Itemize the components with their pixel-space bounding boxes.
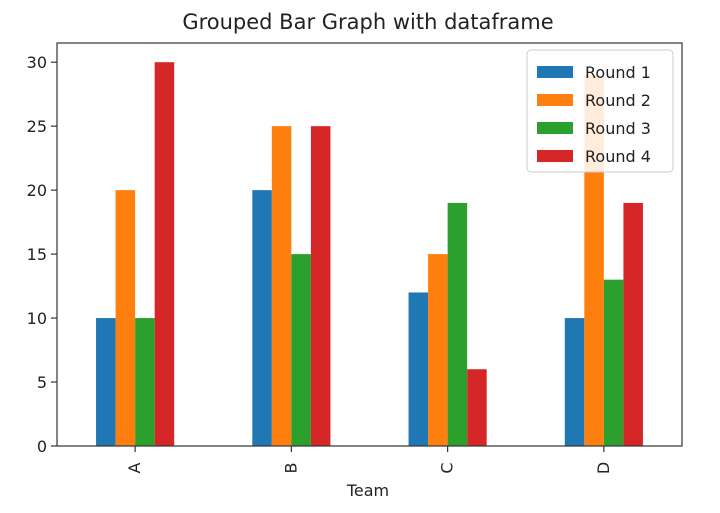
bar-round-1-d	[564, 318, 585, 446]
y-tick-label: 25	[27, 117, 47, 136]
legend-label-2: Round 2	[585, 91, 651, 110]
bar-round-1-b	[252, 190, 272, 446]
bar-round-1-a	[96, 318, 116, 446]
bar-round-4-c	[467, 369, 487, 446]
legend-label-3: Round 3	[585, 119, 651, 138]
y-tick-label: 10	[27, 309, 47, 328]
legend-swatch-2	[537, 94, 573, 106]
y-axis: 0 5 10 15 20 25 30	[27, 53, 57, 456]
bar-round-3-d	[603, 279, 624, 446]
x-tick-label-b: B	[281, 463, 300, 474]
x-axis-label: Team	[346, 481, 389, 500]
x-tick-label-c: C	[438, 462, 457, 473]
plot-frame	[56, 42, 683, 447]
legend-swatch-1	[537, 66, 573, 78]
bar-round-2-b	[271, 126, 292, 446]
y-tick-label: 5	[37, 373, 47, 392]
x-tick-label-d: D	[594, 462, 613, 474]
bar-round-1-c	[408, 292, 429, 446]
bar-round-2-a	[115, 190, 136, 446]
bar-round-4-d	[623, 202, 643, 446]
legend: Round 1 Round 2 Round 3 Round 4	[526, 49, 674, 173]
bar-round-3-a	[135, 318, 155, 446]
chart-title: Grouped Bar Graph with dataframe	[182, 10, 553, 34]
bar-round-2-c	[428, 254, 448, 446]
legend-label-1: Round 1	[585, 63, 651, 82]
y-tick-label: 15	[27, 245, 47, 264]
x-tick-label-a: A	[125, 462, 144, 473]
bar-round-4-b	[310, 126, 331, 446]
legend-label-4: Round 4	[585, 147, 651, 166]
bar-round-4-a	[154, 62, 175, 446]
bar-round-3-b	[291, 254, 311, 446]
legend-swatch-4	[537, 150, 573, 162]
legend-swatch-3	[537, 122, 573, 134]
y-tick-label: 30	[27, 53, 47, 72]
bar-round-3-c	[447, 202, 468, 446]
legend-box	[526, 49, 674, 173]
x-axis: A B C D	[125, 446, 613, 474]
y-tick-label: 20	[27, 181, 47, 200]
y-tick-label: 0	[37, 437, 47, 456]
